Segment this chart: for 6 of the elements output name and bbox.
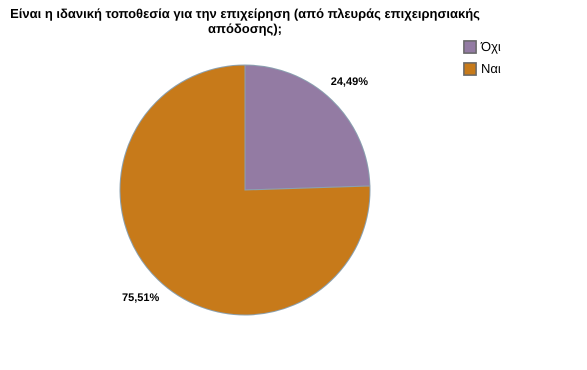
legend-label: Ναι <box>481 61 501 76</box>
pie-slice <box>120 64 370 316</box>
chart-title: Είναι η ιδανική τοποθεσία για την επιχείρηση (από πλευράς επιχειρησιακής απόδοσης); <box>10 6 480 36</box>
data-label: 24,49% <box>330 76 368 88</box>
legend-label: Όχι <box>480 39 501 54</box>
data-label: 75,51% <box>122 292 160 304</box>
